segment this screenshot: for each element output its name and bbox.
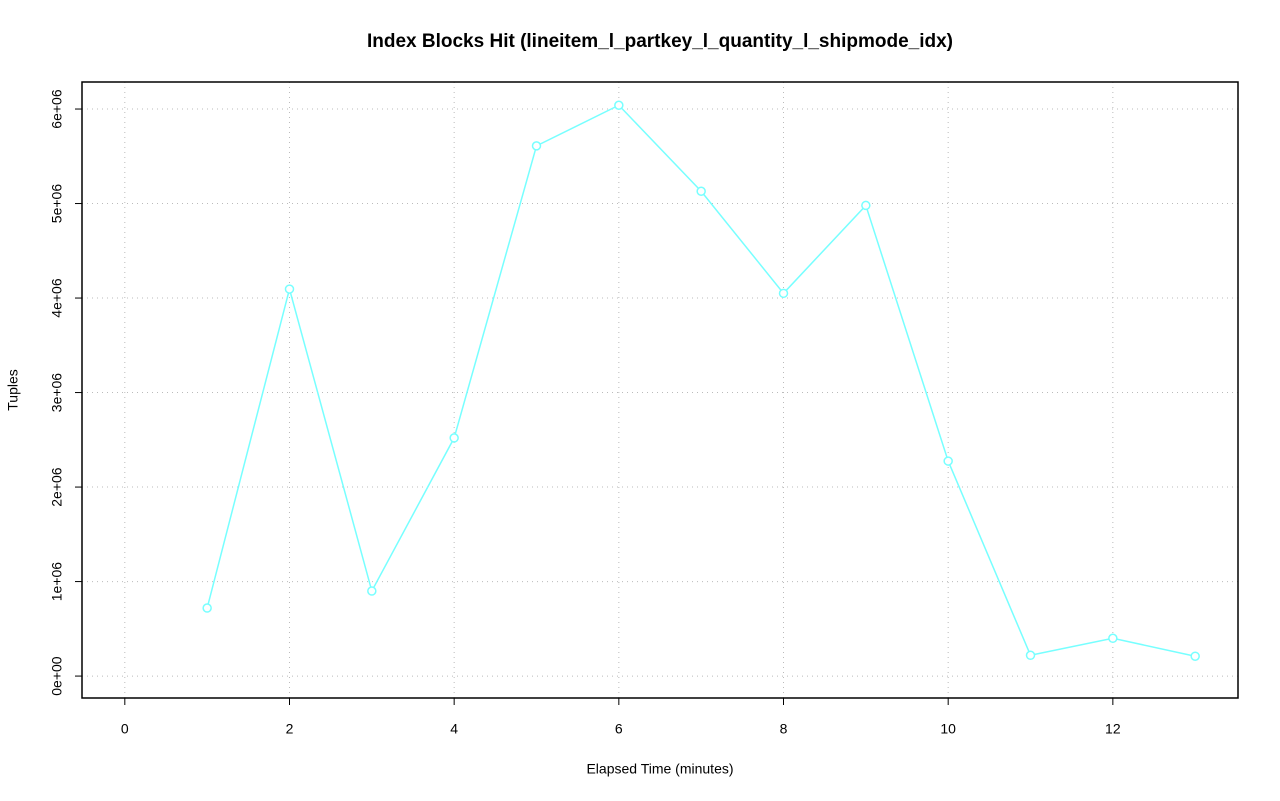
y-tick-label: 2e+06 <box>49 467 65 507</box>
y-axis-label: Tuples <box>5 369 21 411</box>
point <box>367 586 377 596</box>
plot-frame <box>81 81 1239 699</box>
y-tick-label: 4e+06 <box>49 278 65 318</box>
x-tick-label: 6 <box>615 721 623 737</box>
x-tick-label: 8 <box>780 721 788 737</box>
x-tick-label: 2 <box>286 721 294 737</box>
x-tick-label: 10 <box>940 721 956 737</box>
y-tick-label: 5e+06 <box>49 184 65 224</box>
point <box>1108 633 1118 644</box>
point <box>614 100 624 110</box>
y-tick-label: 3e+06 <box>49 373 65 413</box>
x-tick-label: 4 <box>450 721 458 737</box>
x-axis-label: Elapsed Time (minutes) <box>586 761 733 777</box>
y-tick-label: 6e+06 <box>49 89 65 129</box>
point <box>531 141 542 151</box>
point <box>1025 650 1036 661</box>
point <box>1190 651 1200 661</box>
point <box>778 288 789 299</box>
point <box>449 433 459 443</box>
point <box>696 186 706 197</box>
chart-title: Index Blocks Hit (lineitem_l_partkey_l_q… <box>367 31 953 52</box>
y-tick-label: 0e+00 <box>49 656 65 696</box>
x-tick-label: 0 <box>121 721 129 737</box>
point <box>202 603 212 613</box>
y-tick-label: 1e+06 <box>49 562 65 602</box>
point <box>943 456 953 466</box>
x-tick-label: 12 <box>1105 721 1121 737</box>
point <box>284 284 295 294</box>
point <box>861 200 871 211</box>
